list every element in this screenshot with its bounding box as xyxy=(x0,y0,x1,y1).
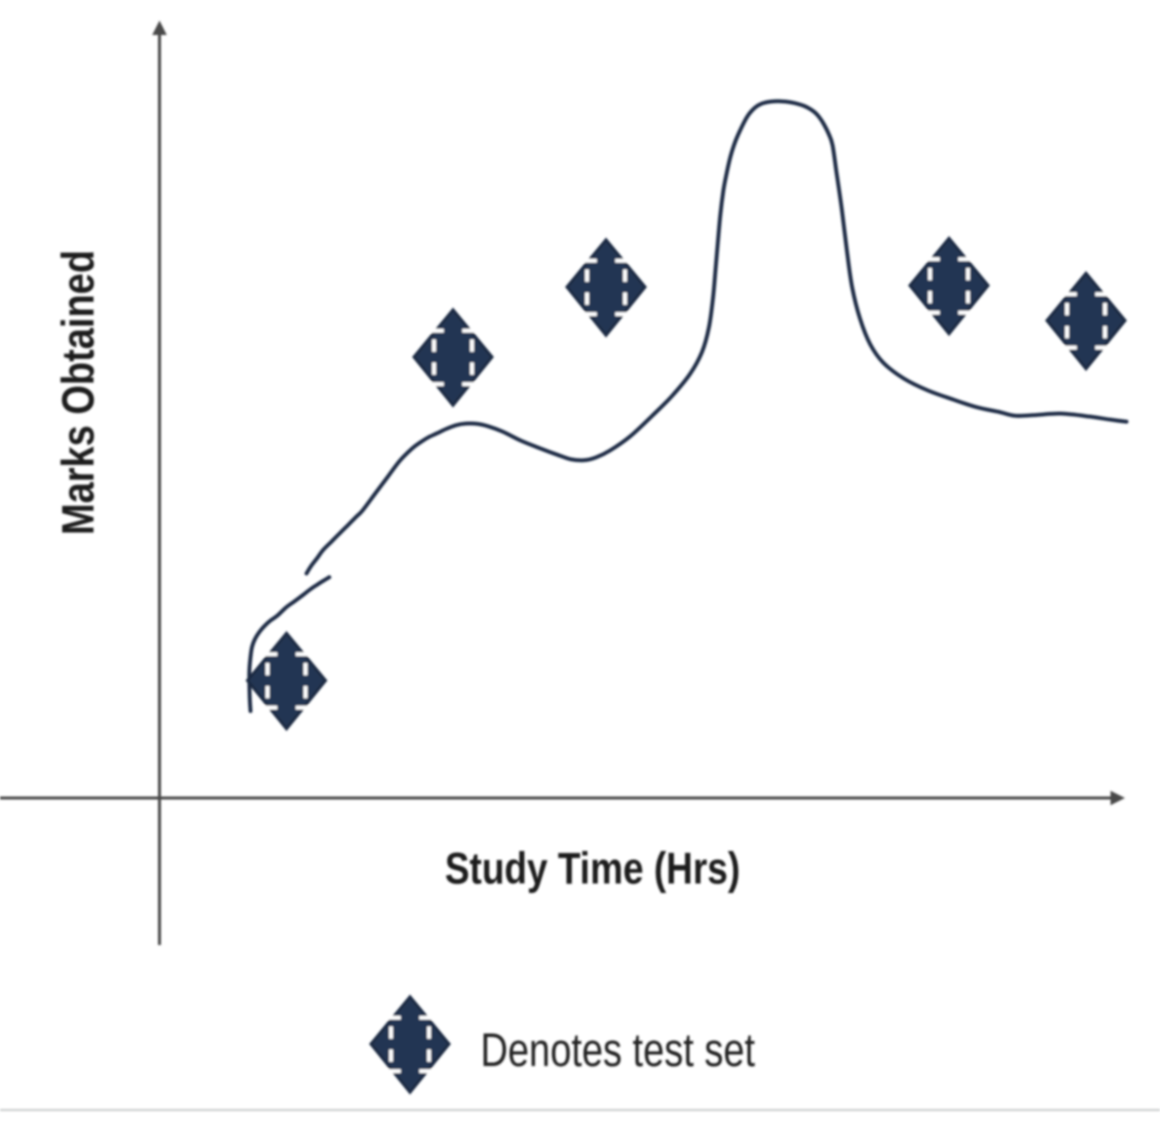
svg-text:Denotes test set: Denotes test set xyxy=(481,1024,756,1077)
svg-text:Marks Obtained: Marks Obtained xyxy=(52,250,103,535)
svg-text:Study Time (Hrs): Study Time (Hrs) xyxy=(445,843,740,893)
